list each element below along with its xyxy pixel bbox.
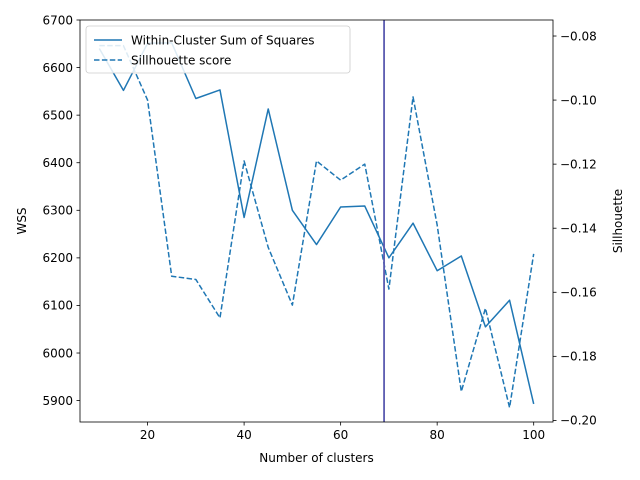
y-left-tick-label: 6500 <box>42 108 73 122</box>
series-line-silhouette <box>99 44 535 409</box>
plot-area <box>80 20 553 422</box>
y-left-tick-label: 6300 <box>42 204 73 218</box>
y-right-tick-label: −0.20 <box>560 414 597 428</box>
axes-frame <box>79 19 554 423</box>
legend-label: Sillhouette score <box>131 53 231 67</box>
y-right-tick-label: −0.16 <box>560 286 597 300</box>
legend-label: Within-Cluster Sum of Squares <box>131 33 315 47</box>
y-left-tick-label: 6000 <box>42 346 73 360</box>
y-left-tick-label: 6100 <box>42 299 73 313</box>
y-left-tick-label: 6400 <box>42 156 73 170</box>
x-tick-label: 60 <box>333 428 348 442</box>
x-tick-label: 100 <box>522 428 545 442</box>
y-left-axis-label: WSS <box>15 207 29 234</box>
legend: Within-Cluster Sum of Squares Sillhouette… <box>85 25 351 74</box>
y-left-tick-label: 5900 <box>42 394 73 408</box>
x-axis-label: Number of clusters <box>259 451 373 465</box>
y-right-tick-label: −0.18 <box>560 350 597 364</box>
y-left-tick-label: 6700 <box>42 13 73 27</box>
legend-box <box>85 25 351 74</box>
x-tick-label: 80 <box>430 428 445 442</box>
y-right-tick-label: −0.10 <box>560 93 597 107</box>
y-right-axis-label: Sillhouette <box>611 189 625 253</box>
y-right-tick-label: −0.08 <box>560 29 597 43</box>
y-left-tick-label: 6600 <box>42 61 73 75</box>
y-right-tick-label: −0.14 <box>560 222 597 236</box>
plot-background <box>80 20 553 422</box>
axes-layer: 20 40 60 80 100 5900 6000 6100 6200 6300 6400 6500 6… <box>15 13 625 465</box>
y-right-tick-label: −0.12 <box>560 157 597 171</box>
y-left-tick-label: 6200 <box>42 251 73 265</box>
x-tick-label: 20 <box>140 428 155 442</box>
x-tick-label: 40 <box>236 428 251 442</box>
